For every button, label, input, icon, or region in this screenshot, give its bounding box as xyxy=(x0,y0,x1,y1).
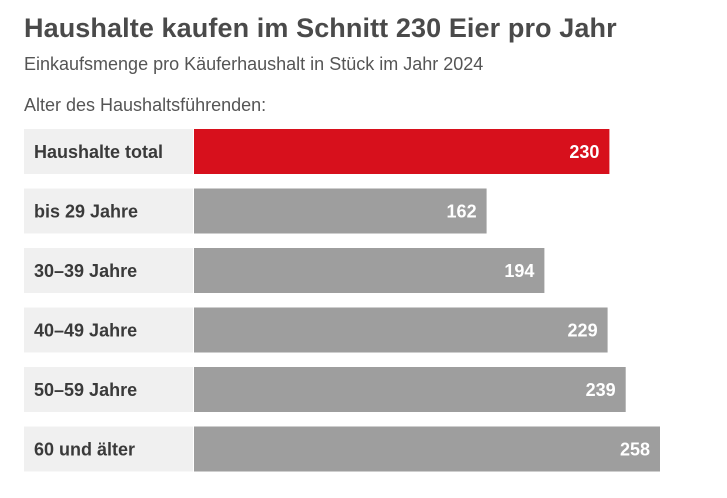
category-axis-caption: Alter des Haushaltsführenden: xyxy=(24,95,267,115)
category-label-background xyxy=(24,129,193,174)
chart-subtitle: Einkaufsmenge pro Käuferhaushalt in Stüc… xyxy=(24,54,484,74)
bar-value-label: 230 xyxy=(569,142,599,162)
bar-value-label: 162 xyxy=(447,202,477,222)
bar xyxy=(194,188,487,234)
bar-value-label: 239 xyxy=(586,380,616,400)
bar xyxy=(194,248,545,293)
chart-title: Haushalte kaufen im Schnitt 230 Eier pro… xyxy=(24,13,617,43)
category-label-background xyxy=(24,188,193,234)
category-label-background xyxy=(24,248,193,293)
bar xyxy=(194,367,626,412)
category-label-background xyxy=(24,367,193,412)
category-label: 60 und älter xyxy=(34,440,135,460)
category-label: 30–39 Jahre xyxy=(34,261,137,281)
category-label: Haushalte total xyxy=(34,142,163,162)
bar-value-label: 194 xyxy=(504,261,534,281)
bar-value-label: 258 xyxy=(620,440,650,460)
bar xyxy=(194,426,660,472)
bar-highlight xyxy=(194,129,610,174)
category-label: 40–49 Jahre xyxy=(34,321,137,341)
category-label: bis 29 Jahre xyxy=(34,202,138,222)
bar-value-label: 229 xyxy=(568,321,598,341)
category-label-background xyxy=(24,426,193,472)
category-label-background xyxy=(24,307,193,353)
bar xyxy=(194,307,608,353)
category-label: 50–59 Jahre xyxy=(34,380,137,400)
